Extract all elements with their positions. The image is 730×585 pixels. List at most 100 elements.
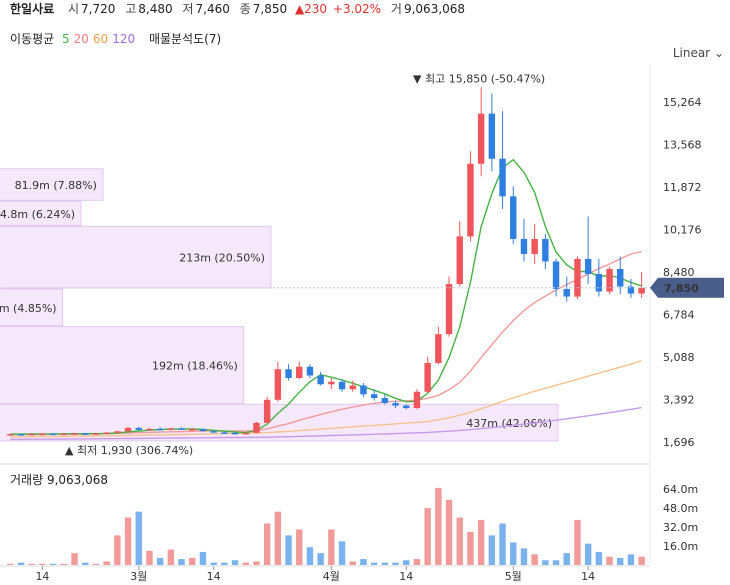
volume-bar — [178, 559, 185, 565]
candle-body — [510, 196, 517, 239]
volume-bar — [595, 551, 603, 565]
low-label: 저 — [182, 2, 194, 16]
volume-bar — [317, 553, 324, 565]
candle-body — [103, 432, 110, 435]
x-tick-label: 5월 — [505, 570, 522, 583]
volume-bar — [60, 563, 68, 565]
candle-body — [349, 385, 356, 390]
candle-body — [285, 369, 292, 378]
candle-body — [499, 158, 506, 197]
ma60-label[interactable]: 60 — [92, 32, 109, 46]
x-tick-label: 14 — [581, 570, 595, 583]
candle-body — [7, 434, 14, 436]
ma5-label[interactable]: 5 — [62, 32, 70, 46]
candle-body — [456, 236, 463, 285]
volume-bar — [296, 529, 303, 565]
candle-body — [167, 428, 175, 430]
high-value: 8,480 — [138, 2, 173, 16]
candle-body — [574, 258, 581, 297]
candle-body — [606, 268, 613, 292]
candle-body — [199, 429, 207, 432]
volume-bar — [435, 487, 442, 565]
current-price-tag — [650, 277, 724, 298]
volume-bar — [488, 535, 496, 565]
volume-bar — [403, 560, 410, 565]
volume-bar — [146, 550, 153, 565]
change-value: ▲230 — [294, 2, 328, 16]
ma120-label[interactable]: 120 — [112, 32, 136, 46]
volume-tick-label: 64.0m — [663, 483, 698, 496]
open-label: 시 — [68, 2, 80, 16]
candle-body — [627, 286, 635, 294]
volume-bar — [210, 562, 217, 565]
volume-profile-bar — [0, 200, 82, 226]
ma20-label[interactable]: 20 — [73, 32, 89, 46]
volume-title: 거래량 9,063,068 — [10, 471, 108, 488]
candle-body — [638, 287, 645, 294]
ma-legend: 이동평균 5 20 60 120 매물분석도(7) — [10, 30, 225, 47]
volume-bar — [221, 562, 228, 565]
volume-profile-bar — [0, 225, 272, 289]
ma-label[interactable]: 이동평균 — [10, 32, 55, 46]
candle-body — [71, 433, 78, 435]
price-tick-label: 3,392 — [663, 394, 695, 407]
volume-bar — [477, 519, 485, 565]
volume-bar — [563, 553, 570, 565]
volume-profile-label[interactable]: 매물분석도(7) — [148, 32, 222, 46]
candle-body — [17, 434, 25, 436]
volume-profile-label: 192m (18.46%) — [152, 359, 238, 372]
candle-body — [49, 433, 57, 436]
current-price-label: 7,850 — [664, 282, 699, 295]
scale-dropdown[interactable]: Linear ⌄ — [673, 46, 724, 60]
volume-bar — [542, 560, 549, 565]
close-label: 종 — [239, 2, 251, 16]
candle-body — [124, 427, 132, 432]
volume-bar — [360, 559, 367, 565]
candle-body — [28, 433, 35, 436]
volume-bar — [28, 563, 35, 565]
x-tick-label: 14 — [207, 570, 221, 583]
ma120-line — [10, 406, 642, 441]
x-tick-label: 14 — [35, 570, 49, 583]
volume-bar — [627, 554, 635, 565]
volume-bar — [189, 557, 196, 565]
volume-bar — [92, 563, 100, 565]
candle-body — [381, 398, 389, 404]
candle-body — [595, 274, 603, 292]
candle-body — [82, 433, 89, 435]
volume-bar — [7, 563, 14, 565]
candle-body — [467, 163, 474, 237]
candle-body — [413, 391, 421, 409]
x-tick-label: 3월 — [130, 570, 147, 583]
ma5-line — [10, 158, 642, 435]
price-tick-label: 5,088 — [663, 351, 695, 364]
candle-body — [328, 381, 335, 385]
volume-bar — [638, 556, 645, 565]
volume-bar — [103, 561, 110, 565]
volume-bar — [49, 563, 57, 565]
volume-bar — [584, 543, 592, 565]
volume-bar — [124, 517, 132, 565]
candle-body — [424, 362, 431, 392]
volume-bar — [520, 548, 528, 565]
close-value: 7,850 — [252, 2, 288, 16]
candle-body — [274, 369, 282, 400]
volume-bar — [370, 562, 378, 565]
candle-body — [617, 268, 624, 287]
high-annotation: ▼ 최고 15,850 (-50.47%) — [413, 72, 545, 85]
candle-body — [584, 258, 592, 275]
low-value: 7,460 — [195, 2, 230, 16]
volume-bar — [531, 554, 538, 565]
volume-bar — [253, 561, 260, 565]
volume-profile-label: 81.9m (7.88%) — [15, 179, 97, 192]
volume-bar — [413, 559, 421, 565]
volume-bar — [263, 523, 271, 565]
volume-bar — [274, 511, 282, 565]
volume-bar — [167, 549, 175, 565]
candle-body — [306, 366, 314, 376]
volume-bar — [392, 562, 399, 565]
volume-bar — [552, 560, 560, 565]
volume-bar — [445, 499, 453, 565]
candle-body — [488, 113, 496, 159]
